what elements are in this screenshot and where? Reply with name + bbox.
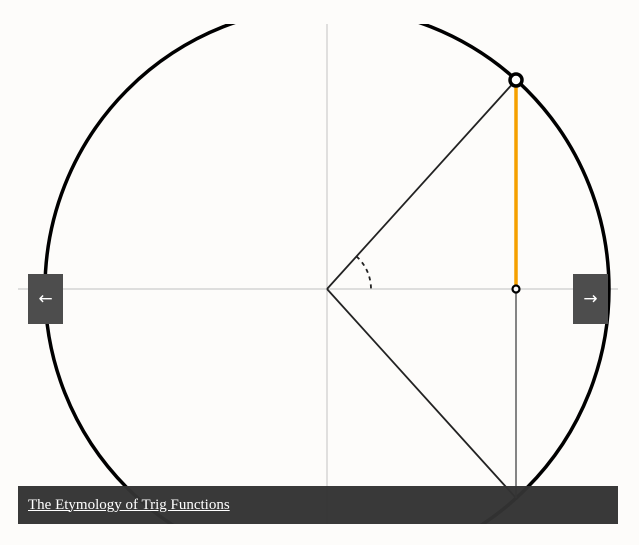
previous-slide-button[interactable]: ← [28, 274, 63, 324]
radius-upper [326, 79, 517, 290]
caption-link[interactable]: The Etymology of Trig Functions [28, 496, 230, 513]
radius-lower [326, 288, 517, 499]
arrow-right-icon: → [583, 288, 598, 309]
point-on-circle[interactable] [508, 72, 524, 88]
next-slide-button[interactable]: → [573, 274, 608, 324]
arrow-left-icon: ← [38, 288, 53, 309]
caption-bar: The Etymology of Trig Functions [18, 486, 618, 524]
angle-arc [355, 255, 372, 290]
point-on-axis [511, 284, 521, 294]
